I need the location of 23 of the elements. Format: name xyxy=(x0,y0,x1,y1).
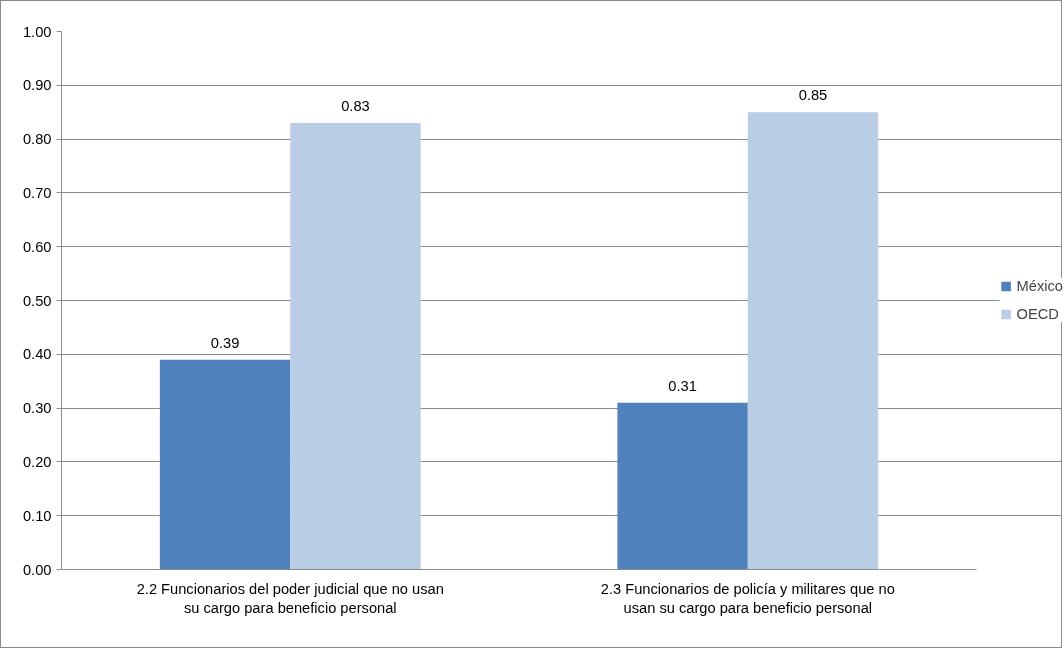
y-tick-label: 0.40 xyxy=(22,346,52,363)
bar xyxy=(159,359,291,570)
y-tick-label: 1.00 xyxy=(22,23,52,40)
y-tick-label: 0.20 xyxy=(22,453,52,470)
bar xyxy=(747,112,879,570)
y-tick-label: 0.90 xyxy=(22,77,52,94)
y-tick-label: 0.00 xyxy=(22,561,52,578)
bar xyxy=(290,122,421,570)
y-tick-label: 0.30 xyxy=(22,400,52,417)
y-tick-label: 0.50 xyxy=(22,292,52,309)
data-label: 0.83 xyxy=(341,97,370,114)
y-tick-label: 0.60 xyxy=(22,238,52,255)
data-label: 0.31 xyxy=(668,377,697,394)
y-tick-label: 0.10 xyxy=(22,507,52,524)
x-tick-label: 2.3 Funcionarios de policía y militares que no usan su cargo para beneficio personal xyxy=(600,580,895,616)
y-tick-label: 0.70 xyxy=(22,184,52,201)
data-label: 0.85 xyxy=(798,87,828,104)
legend-label: OECD xyxy=(1016,306,1059,322)
x-tick-label: 2.2 Funcionarios del poder judicial que no usan su cargo para beneficio personal xyxy=(136,580,444,616)
legend-label: México xyxy=(1016,278,1063,294)
bar xyxy=(617,402,748,570)
data-label: 0.39 xyxy=(210,334,240,351)
y-tick-label: 0.80 xyxy=(22,131,52,148)
